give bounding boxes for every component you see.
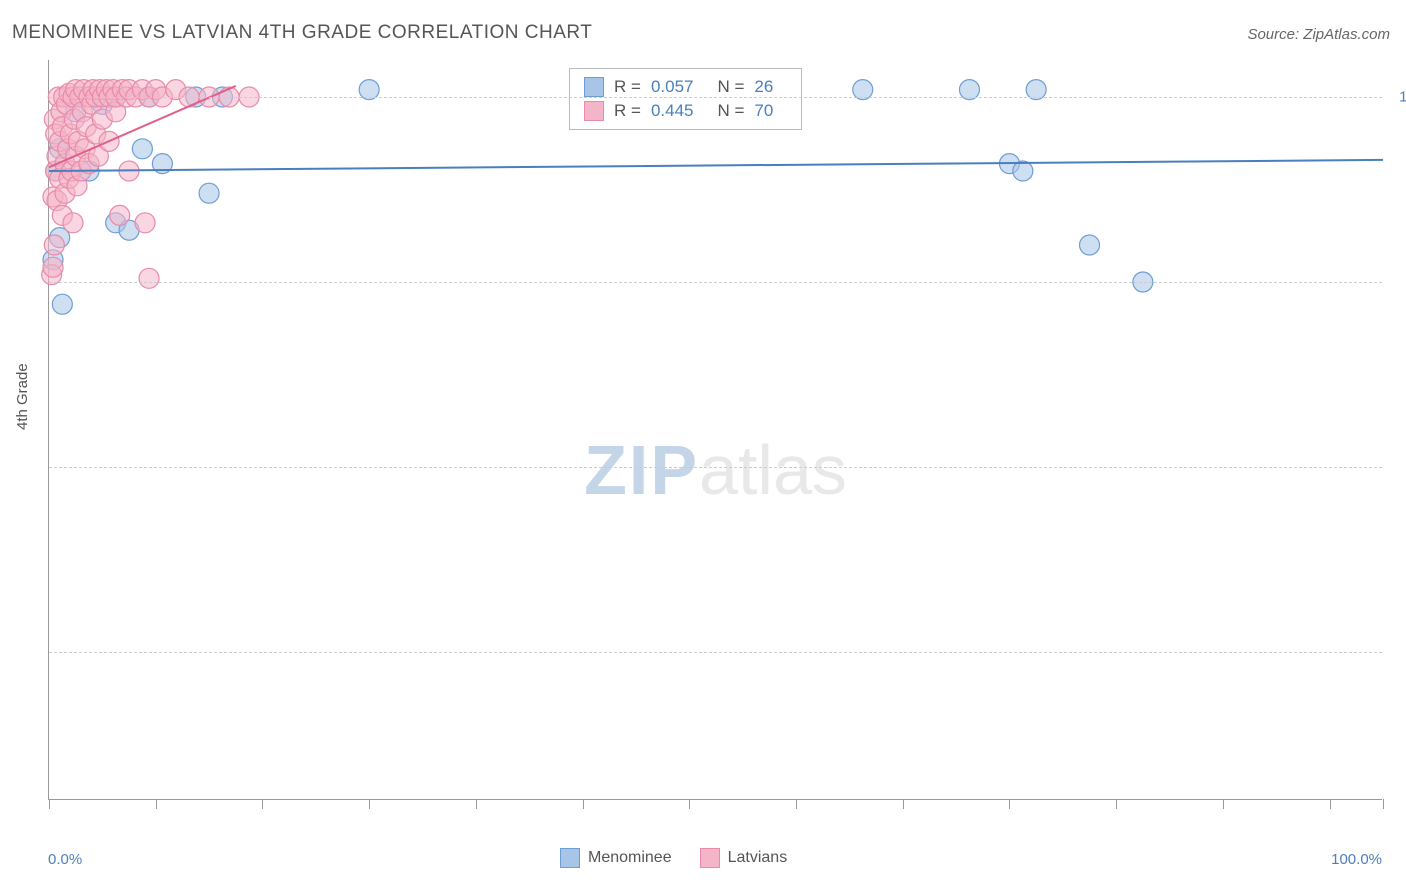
n-label: N = xyxy=(717,101,744,121)
data-point xyxy=(52,294,72,314)
x-axis-max-label: 100.0% xyxy=(1331,851,1382,868)
scatter-svg xyxy=(49,60,1382,799)
legend-swatch xyxy=(584,77,604,97)
x-tick xyxy=(156,799,157,809)
legend-row: R = 0.445 N = 70 xyxy=(584,99,787,123)
data-point xyxy=(139,268,159,288)
y-axis-label: 4th Grade xyxy=(14,363,31,430)
x-tick xyxy=(1116,799,1117,809)
legend-item: Menominee xyxy=(560,848,672,868)
gridline xyxy=(49,467,1382,468)
r-label: R = xyxy=(614,101,641,121)
gridline xyxy=(49,282,1382,283)
n-value: 26 xyxy=(754,77,773,97)
source-attribution: Source: ZipAtlas.com xyxy=(1247,26,1390,43)
legend-label: Latvians xyxy=(728,849,788,867)
gridline xyxy=(49,97,1382,98)
data-point xyxy=(135,213,155,233)
x-tick xyxy=(262,799,263,809)
legend-swatch xyxy=(700,848,720,868)
x-tick xyxy=(49,799,50,809)
data-point xyxy=(1080,235,1100,255)
r-label: R = xyxy=(614,77,641,97)
legend-item: Latvians xyxy=(700,848,788,868)
data-point xyxy=(1013,161,1033,181)
legend-swatch xyxy=(584,101,604,121)
legend-label: Menominee xyxy=(588,849,672,867)
legend-row: R = 0.057 N = 26 xyxy=(584,75,787,99)
gridline xyxy=(49,652,1382,653)
correlation-legend: R = 0.057 N = 26 R = 0.445 N = 70 xyxy=(569,68,802,130)
x-tick xyxy=(689,799,690,809)
x-tick xyxy=(476,799,477,809)
x-tick xyxy=(1330,799,1331,809)
x-tick xyxy=(583,799,584,809)
chart-title: MENOMINEE VS LATVIAN 4TH GRADE CORRELATI… xyxy=(12,22,592,44)
x-axis-min-label: 0.0% xyxy=(48,851,82,868)
x-tick xyxy=(1223,799,1224,809)
trend-line xyxy=(49,160,1383,171)
series-legend: Menominee Latvians xyxy=(560,848,787,868)
x-tick xyxy=(796,799,797,809)
x-tick xyxy=(1009,799,1010,809)
x-tick xyxy=(369,799,370,809)
x-tick xyxy=(903,799,904,809)
data-point xyxy=(44,235,64,255)
r-value: 0.057 xyxy=(651,77,694,97)
n-label: N = xyxy=(717,77,744,97)
y-tick-label: 100.0% xyxy=(1399,89,1406,106)
data-point xyxy=(132,139,152,159)
legend-swatch xyxy=(560,848,580,868)
data-point xyxy=(43,257,63,277)
data-point xyxy=(110,205,130,225)
n-value: 70 xyxy=(754,101,773,121)
x-tick xyxy=(1383,799,1384,809)
plot-area: ZIPatlas R =0.057N =26R =0.445N =70 92.5… xyxy=(48,60,1382,800)
data-point xyxy=(199,183,219,203)
r-value: 0.445 xyxy=(651,101,694,121)
data-point xyxy=(63,213,83,233)
